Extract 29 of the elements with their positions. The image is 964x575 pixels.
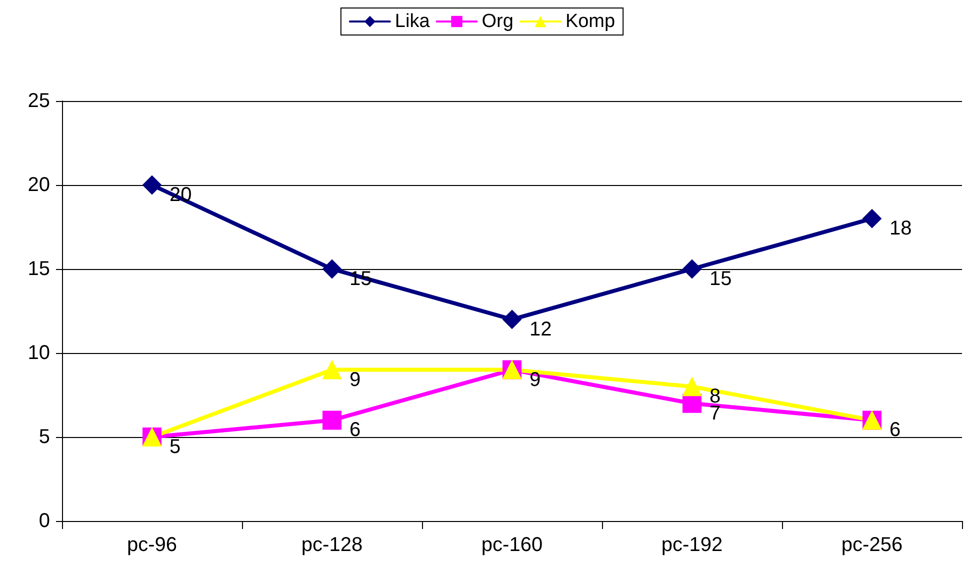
y-tick-label: 0: [38, 510, 50, 532]
legend-label: Komp: [565, 11, 616, 32]
x-tick-label: pc-192: [661, 534, 723, 556]
data-label: 15: [710, 268, 732, 290]
point: [682, 260, 702, 278]
y-tick-label: 20: [28, 174, 50, 196]
data-label: 9: [350, 368, 361, 391]
y-tick-label: 10: [28, 342, 50, 364]
y-tick-label: 15: [28, 258, 50, 280]
point: [862, 209, 882, 228]
point: [682, 394, 702, 413]
point: [502, 310, 522, 329]
data-label: 7: [710, 402, 721, 424]
x-tick-label: pc-128: [301, 534, 363, 556]
x-tick-label: pc-256: [841, 534, 903, 556]
y-tick-label: 5: [38, 426, 50, 448]
x-tick-label: pc-160: [481, 534, 543, 556]
data-label: 6: [890, 419, 901, 442]
legend-label: Lika: [394, 11, 430, 32]
point: [142, 176, 162, 194]
data-label: 5: [170, 436, 181, 458]
legend-label: Org: [482, 11, 514, 32]
point: [322, 260, 342, 278]
x-tick-label: pc-96: [126, 534, 178, 556]
data-label: 6: [350, 419, 361, 442]
data-label: 12: [530, 318, 552, 340]
point: [322, 410, 342, 430]
data-label: 18: [890, 218, 912, 240]
y-tick-label: 25: [28, 90, 50, 112]
